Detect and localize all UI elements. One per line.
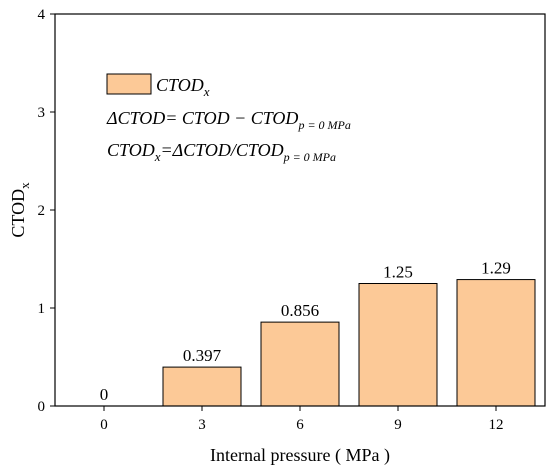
y-axis-title-main: CTOD <box>8 189 28 238</box>
legend-entry-sub: x <box>203 84 210 99</box>
data-labels-group: 0 0.397 0.856 1.25 1.29 <box>100 259 511 404</box>
equation-2-main: CTOD <box>107 140 155 160</box>
legend: CTODx ΔCTOD= CTOD − CTODp = 0 MPa CTODx=… <box>106 73 351 164</box>
data-label-9: 1.25 <box>383 263 413 282</box>
equation-2-sub-p: p = 0 MPa <box>283 150 336 164</box>
legend-swatch <box>106 73 152 95</box>
x-tick-label-12: 12 <box>489 417 504 433</box>
bars-group <box>162 279 536 407</box>
x-axis-title: Internal pressure ( MPa ) <box>210 445 390 466</box>
y-tick-label-0: 0 <box>38 399 46 415</box>
x-tick-label-9: 9 <box>394 417 402 433</box>
equation-1-sub: p = 0 MPa <box>297 118 350 132</box>
bar-3 <box>162 366 242 407</box>
equation-ctod-x: CTODx=ΔCTOD/CTODp = 0 MPa <box>107 140 336 164</box>
x-axis-ticks: 0 3 6 9 12 <box>100 406 504 433</box>
y-axis-ticks: 0 1 2 3 4 <box>38 7 55 415</box>
bar-9 <box>358 283 438 407</box>
data-label-0: 0 <box>100 385 109 404</box>
x-tick-label-0: 0 <box>100 417 108 433</box>
equation-delta-ctod: ΔCTOD= CTOD − CTODp = 0 MPa <box>106 108 351 132</box>
y-tick-label-3: 3 <box>38 105 46 121</box>
y-tick-label-4: 4 <box>38 7 46 23</box>
x-tick-label-3: 3 <box>198 417 206 433</box>
y-tick-label-1: 1 <box>38 301 46 317</box>
data-label-3: 0.397 <box>183 346 222 365</box>
legend-entry-main: CTOD <box>156 75 204 95</box>
y-tick-label-2: 2 <box>38 203 46 219</box>
y-axis-title: CTODx <box>8 182 32 238</box>
bar-6 <box>260 321 340 407</box>
data-label-6: 0.856 <box>281 301 319 320</box>
equation-2-sub-x: x <box>154 149 161 164</box>
equation-1-main: ΔCTOD= CTOD − CTOD <box>106 108 298 128</box>
data-label-12: 1.29 <box>481 259 511 278</box>
plot-frame <box>54 13 546 407</box>
legend-entry: CTODx <box>156 75 210 99</box>
bar-12 <box>456 279 536 407</box>
equation-2-ratio: =ΔCTOD/CTOD <box>160 140 283 160</box>
y-axis-title-sub: x <box>17 182 32 189</box>
x-tick-label-6: 6 <box>296 417 304 433</box>
